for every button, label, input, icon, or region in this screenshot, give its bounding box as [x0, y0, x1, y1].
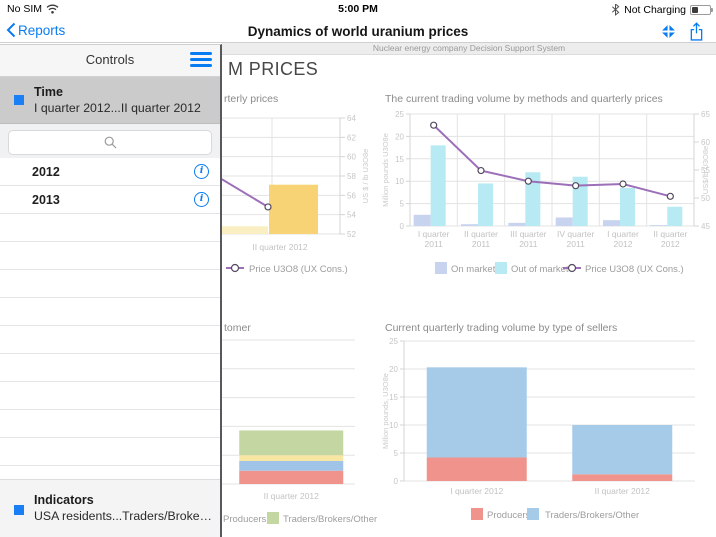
svg-text:US $ / lb U3O8e: US $ / lb U3O8e — [361, 149, 370, 204]
svg-text:0: 0 — [394, 477, 399, 486]
search-row — [0, 124, 220, 158]
time-filter-value: I quarter 2012...II quarter 2012 — [34, 101, 201, 115]
nav-bar: Reports Dynamics of world uranium prices — [0, 20, 716, 43]
svg-text:55: 55 — [701, 166, 710, 175]
status-bar: No SIM 5:00 PM Not Charging — [0, 0, 716, 20]
svg-text:56: 56 — [347, 191, 356, 200]
battery-status-label: Not Charging — [624, 3, 686, 16]
share-icon[interactable] — [689, 22, 704, 41]
svg-text:II quarter: II quarter — [653, 229, 687, 239]
page-title: Dynamics of world uranium prices — [247, 24, 469, 39]
svg-text:2011: 2011 — [472, 239, 491, 249]
svg-text:Out of market: Out of market — [511, 264, 569, 275]
bullet-icon — [14, 95, 24, 105]
info-icon[interactable]: i — [194, 192, 209, 207]
svg-text:0: 0 — [400, 222, 405, 231]
svg-text:54: 54 — [347, 211, 356, 220]
app-subtitle: Nuclear energy company Decision Support … — [222, 43, 716, 55]
svg-text:10: 10 — [395, 177, 404, 186]
time-filter[interactable]: Time I quarter 2012...II quarter 2012 — [0, 77, 220, 124]
list-item-label: 2012 — [32, 165, 60, 179]
svg-text:Producers: Producers — [487, 510, 531, 521]
svg-text:58: 58 — [347, 172, 356, 181]
back-button[interactable]: Reports — [6, 22, 65, 38]
wifi-icon — [46, 4, 59, 14]
svg-text:65: 65 — [701, 110, 710, 119]
menu-icon[interactable] — [190, 52, 212, 68]
back-label: Reports — [18, 22, 66, 38]
svg-text:I quarter: I quarter — [607, 229, 639, 239]
svg-text:tomer: tomer — [224, 322, 251, 334]
svg-text:2011: 2011 — [519, 239, 538, 249]
svg-text:II quarter: II quarter — [464, 229, 498, 239]
svg-text:15: 15 — [395, 155, 404, 164]
svg-text:25: 25 — [389, 337, 398, 346]
svg-text:60: 60 — [347, 153, 356, 162]
indicators-filter[interactable]: Indicators USA residents...Traders/Broke… — [0, 479, 220, 537]
chart-trading-volume-by-methods[interactable]: 0 5 10 15 20 25 45 50 55 60 65 Million pounds U3O8e… — [380, 90, 716, 290]
svg-text:20: 20 — [395, 132, 404, 141]
chart-trading-volume-by-sellers[interactable]: 0 5 10 15 20 25 Million pounds, U3O8e I quarter… — [380, 318, 716, 537]
svg-text:52: 52 — [347, 230, 356, 239]
list-item-2013[interactable]: 2013 i — [0, 186, 220, 214]
svg-text:Price U3O8 (UX Cons.): Price U3O8 (UX Cons.) — [249, 264, 348, 275]
svg-text:III quarter: III quarter — [510, 229, 547, 239]
svg-text:15: 15 — [389, 393, 398, 402]
bluetooth-icon — [612, 3, 620, 16]
time-filter-label: Time — [34, 85, 63, 99]
svg-text:20: 20 — [389, 365, 398, 374]
page-heading-fragment: M PRICES — [228, 59, 319, 79]
svg-text:Traders/Brokers/Other: Traders/Brokers/Other — [283, 514, 377, 525]
clock: 5:00 PM — [338, 3, 378, 15]
svg-text:2011: 2011 — [567, 239, 586, 249]
battery-icon — [690, 4, 713, 15]
svg-text:Producers: Producers — [223, 514, 267, 525]
svg-text:Current quarterly trading vol: Current quarterly trading volume by type… — [385, 322, 617, 334]
svg-text:60: 60 — [701, 138, 710, 147]
svg-text:The current trading volume by: The current trading volume by methods an… — [385, 93, 663, 105]
svg-text:II quarter 2012: II quarter 2012 — [252, 242, 308, 252]
svg-text:10: 10 — [389, 421, 398, 430]
svg-text:IV quarter: IV quarter — [557, 229, 594, 239]
controls-panel: Controls Time I quarter 2012...II quarte… — [0, 44, 222, 537]
list-item-label: 2013 — [32, 193, 60, 207]
indicators-label: Indicators — [34, 493, 94, 507]
carrier-label: No SIM — [7, 3, 43, 15]
bullet-icon — [14, 504, 24, 515]
panel-header: Controls — [0, 45, 220, 77]
svg-text:I quarter 2012: I quarter 2012 — [450, 486, 503, 496]
svg-text:5: 5 — [400, 200, 405, 209]
svg-text:II quarter 2012: II quarter 2012 — [264, 491, 320, 501]
chevron-left-icon — [6, 22, 16, 38]
svg-text:25: 25 — [395, 110, 404, 119]
panel-title: Controls — [85, 52, 135, 67]
svg-text:US$/lb U3O8e: US$/lb U3O8e — [701, 146, 710, 194]
info-icon[interactable]: i — [194, 164, 209, 179]
svg-text:Price U3O8 (UX Cons.): Price U3O8 (UX Cons.) — [585, 264, 684, 275]
svg-text:2012: 2012 — [661, 239, 680, 249]
svg-text:2012: 2012 — [614, 239, 633, 249]
svg-text:62: 62 — [347, 133, 356, 142]
svg-text:Million pounds, U3O8e: Million pounds, U3O8e — [381, 373, 390, 449]
svg-text:5: 5 — [394, 449, 399, 458]
search-icon — [104, 136, 116, 149]
indicators-value: USA residents...Traders/Broke… — [34, 509, 212, 523]
search-input[interactable] — [8, 130, 212, 155]
svg-text:rterly prices: rterly prices — [224, 93, 278, 105]
svg-text:I quarter: I quarter — [418, 229, 450, 239]
collapse-icon[interactable] — [660, 23, 677, 40]
svg-text:Traders/Brokers/Other: Traders/Brokers/Other — [545, 510, 639, 521]
svg-text:Million pounds U3O8e: Million pounds U3O8e — [381, 133, 390, 207]
svg-text:2011: 2011 — [425, 239, 444, 249]
empty-list-rows — [0, 214, 220, 479]
chart-trading-volume-by-customer[interactable]: 0510152025II quarter 2012tomerProducersT… — [100, 318, 390, 537]
svg-text:II quarter 2012: II quarter 2012 — [595, 486, 651, 496]
list-item-2012[interactable]: 2012 i — [0, 158, 220, 186]
svg-text:On market: On market — [451, 264, 496, 275]
svg-text:64: 64 — [347, 114, 356, 123]
svg-text:50: 50 — [701, 194, 710, 203]
svg-text:45: 45 — [701, 222, 710, 231]
